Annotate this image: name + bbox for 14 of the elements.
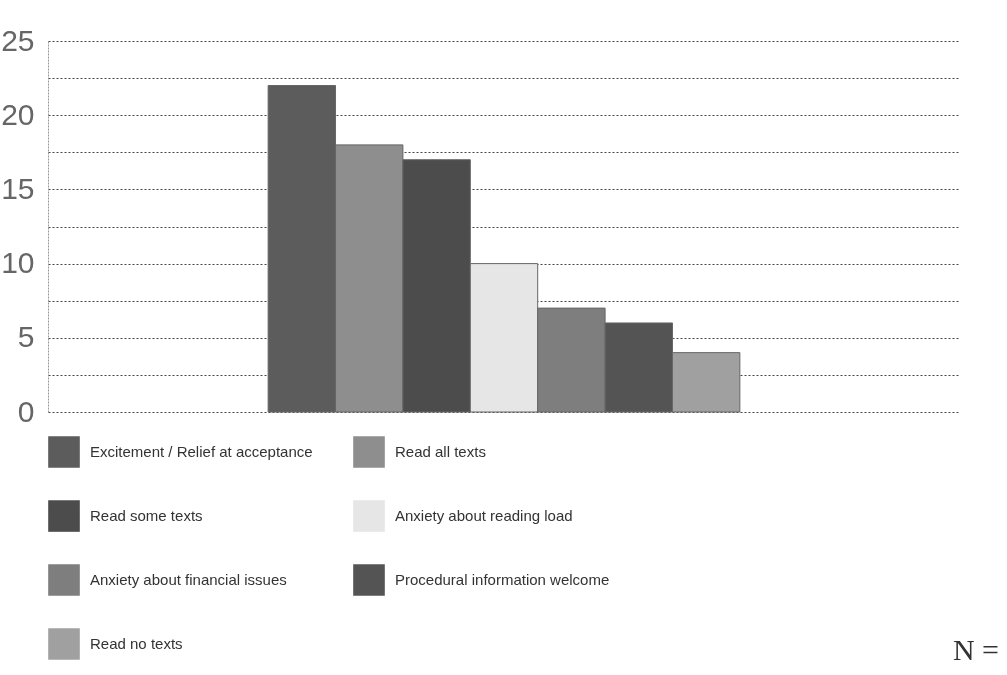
y-tick-label: 25 (1, 23, 35, 57)
legend-label: Anxiety about financial issues (90, 571, 287, 588)
text: N = (952, 633, 999, 667)
legend-label: Read all texts (395, 443, 486, 460)
y-tick-label: 0 (17, 394, 35, 428)
legend-label: Read no texts (90, 635, 183, 652)
legend-label: Excitement / Relief at acceptance (90, 443, 313, 460)
legend-label: Anxiety about reading load (395, 507, 573, 524)
y-tick-label: 15 (1, 171, 35, 205)
legend-label: Procedural information welcome (395, 571, 610, 588)
y-tick-label: 5 (17, 320, 35, 354)
y-tick-label: 20 (1, 97, 35, 131)
legend-label: Read some texts (90, 507, 203, 524)
y-tick-label: 10 (1, 246, 35, 280)
